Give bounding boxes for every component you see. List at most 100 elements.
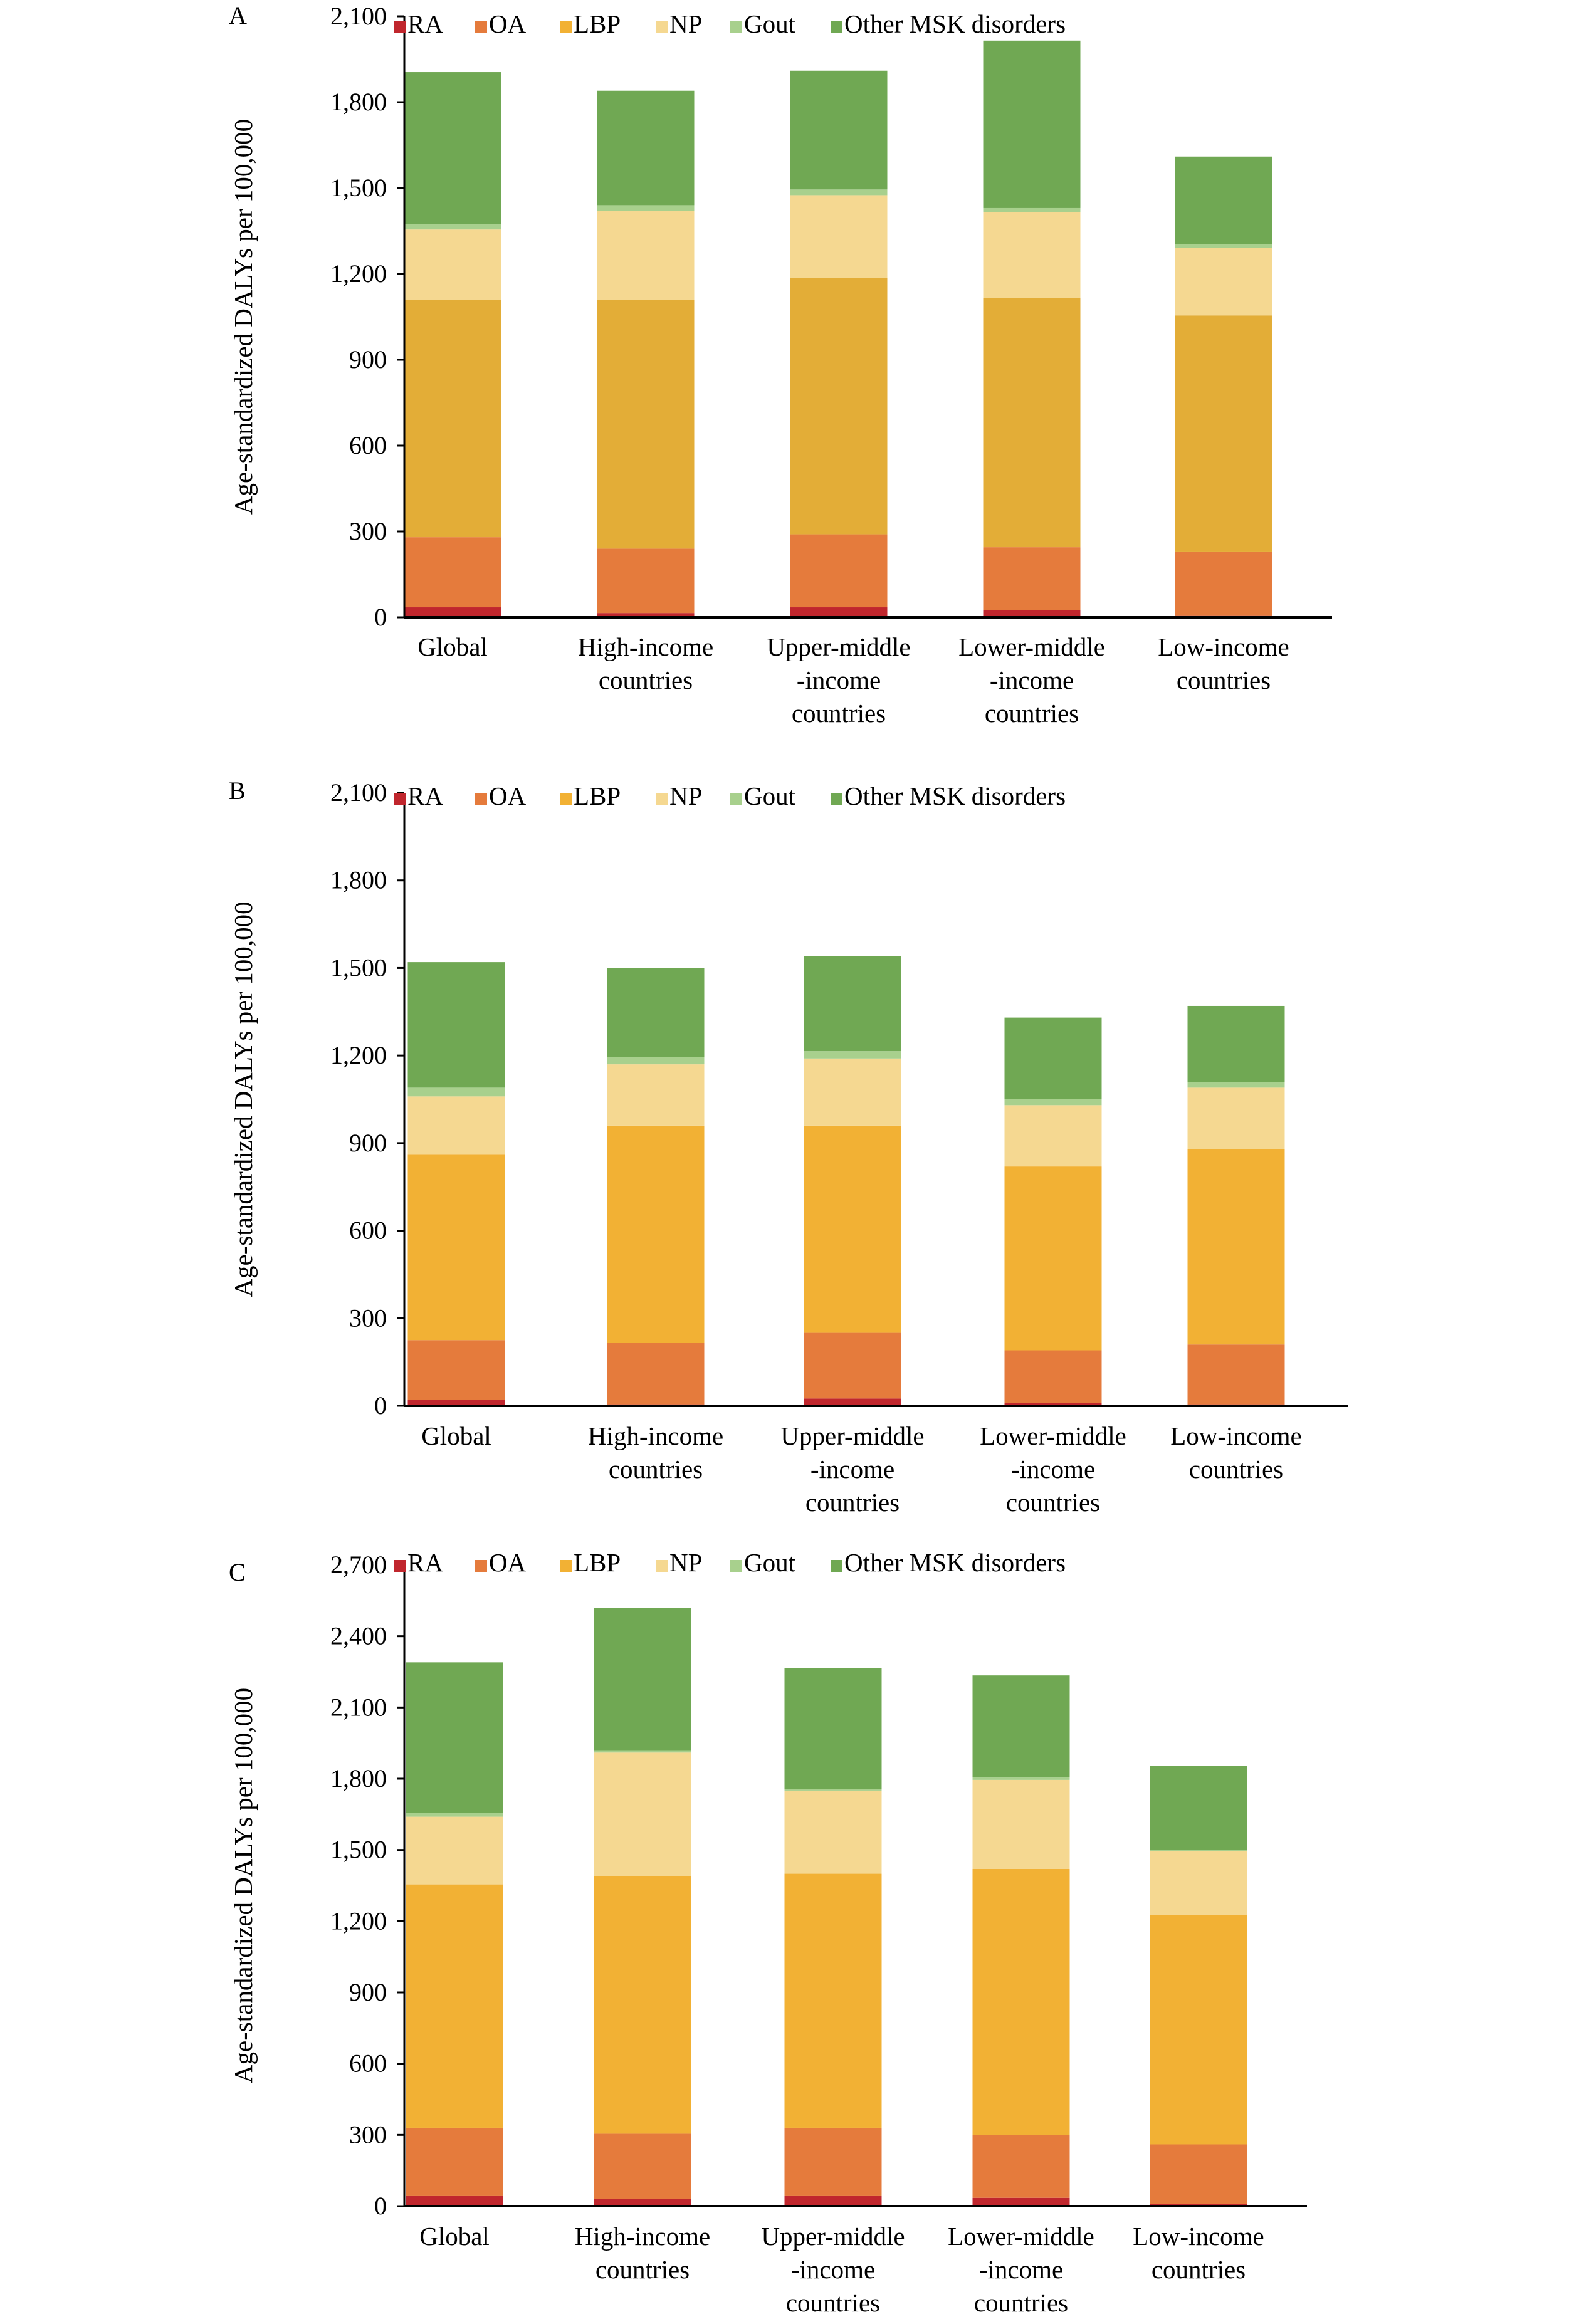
legend-label-gout: Gout <box>744 1548 796 1577</box>
legend-label-oa: OA <box>489 782 527 810</box>
x-tick-label: High-income countries <box>578 632 713 694</box>
bar-segment-gout <box>784 1789 882 1791</box>
legend-label-other: Other MSK disorders <box>844 9 1066 38</box>
y-tick-label: 300 <box>349 2120 387 2149</box>
legend-swatch-np <box>656 21 668 33</box>
legend-swatch-lbp <box>560 793 572 805</box>
legend-label-lbp: LBP <box>574 782 621 810</box>
bar-segment-lbp <box>972 1868 1070 2135</box>
bar-segment-np <box>1004 1105 1102 1167</box>
bar-segment-oa <box>1175 551 1272 616</box>
bar-segment-other-msk-disorders <box>972 1675 1070 1778</box>
legend-swatch-other <box>831 21 842 33</box>
bar-segment-lbp <box>1150 1915 1247 2145</box>
x-tick-label: High-income countries <box>588 1421 723 1484</box>
panel-b: B Age-standardized DALYs per 100,000 0 300 6… <box>229 777 1348 1517</box>
bar-segment-oa <box>804 1332 901 1399</box>
bar-segment-other-msk-disorders <box>983 40 1081 208</box>
legend-label-lbp: LBP <box>574 9 621 38</box>
bar-segment-oa <box>790 534 888 608</box>
bar-segment-gout <box>404 224 501 230</box>
y-tick-label: 600 <box>349 2049 387 2078</box>
bar-segment-lbp <box>784 1873 882 2128</box>
bar-segment-ra <box>597 613 695 617</box>
bar-segment-other-msk-disorders <box>804 956 901 1052</box>
bar-segment-np <box>972 1779 1070 1869</box>
legend-swatch-ra <box>394 793 406 805</box>
bar-segment-lbp <box>406 1884 503 2128</box>
legend-swatch-oa <box>475 1560 487 1572</box>
bar-segment-np <box>790 195 888 278</box>
bar-segment-gout <box>406 1813 503 1817</box>
bar-segment-np <box>804 1058 901 1126</box>
legend-label-other: Other MSK disorders <box>844 782 1066 810</box>
y-tick-label: 1,200 <box>330 1907 387 1935</box>
bar-segment-oa <box>784 2127 882 2196</box>
y-tick-label: 600 <box>349 1217 387 1245</box>
bar-segment-np <box>784 1790 882 1874</box>
legend-label-np: NP <box>669 1548 702 1577</box>
x-tick-label: Upper-middle -income countries <box>780 1421 924 1517</box>
y-tick-label: 300 <box>349 517 387 545</box>
y-tick-label: 900 <box>349 1978 387 2006</box>
bar-segment-gout <box>1150 1850 1247 1851</box>
bar-segment-np <box>594 1752 691 1876</box>
bar-segment-oa <box>407 1340 505 1400</box>
bar-segment-np <box>607 1064 705 1126</box>
legend-swatch-gout <box>730 793 742 805</box>
bar-segment-lbp <box>407 1154 505 1341</box>
bar-segment-np <box>407 1096 505 1155</box>
bar-segment-other-msk-disorders <box>784 1668 882 1790</box>
bar-segment-oa <box>607 1343 705 1405</box>
y-tick-label: 2,100 <box>330 778 387 807</box>
panel-letter: A <box>229 1 247 29</box>
y-tick-label: 1,800 <box>330 1764 387 1793</box>
bar-segment-ra <box>407 1400 505 1406</box>
bar-segment-ra <box>804 1398 901 1406</box>
bar-segment-lbp <box>597 300 695 549</box>
y-tick-label: 0 <box>374 2192 387 2220</box>
x-tick-label: Lower-middle -income countries <box>980 1421 1126 1517</box>
bar-segment-ra <box>406 2195 503 2206</box>
panel-letter: C <box>229 1558 246 1586</box>
x-tick-label: Global <box>419 2222 490 2251</box>
legend-label-np: NP <box>669 9 702 38</box>
bar-segment-lbp <box>983 298 1081 548</box>
bar-segment-oa <box>1150 2144 1247 2204</box>
bar-segment-np <box>597 211 695 300</box>
bar-segment-oa <box>1187 1344 1285 1405</box>
legend-label-ra: RA <box>407 1548 443 1577</box>
bar-segment-np <box>1187 1087 1285 1149</box>
bar-segment-oa <box>597 548 695 614</box>
legend-swatch-ra <box>394 21 406 33</box>
bar-segment-ra <box>404 607 501 617</box>
panel-letter: B <box>229 777 246 805</box>
bar-segment-ra <box>972 2197 1070 2206</box>
x-tick-label: Low-income countries <box>1158 632 1289 694</box>
bar-segment-other-msk-disorders <box>1004 1017 1102 1099</box>
legend-label-np: NP <box>669 782 702 810</box>
bar-segment-lbp <box>594 1876 691 2134</box>
bar-segment-gout <box>1175 244 1272 248</box>
legend-label-oa: OA <box>489 9 527 38</box>
x-tick-label: Global <box>421 1421 491 1450</box>
legend-swatch-lbp <box>560 21 572 33</box>
bar-segment-lbp <box>804 1125 901 1333</box>
y-tick-label: 2,700 <box>330 1551 387 1579</box>
bar-segment-lbp <box>404 300 501 538</box>
x-tick-label: Global <box>417 632 488 661</box>
bar-segment-lbp <box>790 278 888 535</box>
legend: RA OA LBP NP Gout Other MSK disorders <box>394 9 1066 38</box>
y-tick-label: 600 <box>349 431 387 459</box>
bar-segment-gout <box>594 1750 691 1753</box>
bar-segment-other-msk-disorders <box>1187 1005 1285 1082</box>
y-tick-label: 1,200 <box>330 1041 387 1069</box>
y-axis-title: Age-standardized DALYs per 100,000 <box>229 1688 258 2083</box>
y-tick-label: 300 <box>349 1304 387 1332</box>
bar-segment-other-msk-disorders <box>607 968 705 1057</box>
y-tick-label: 1,500 <box>330 174 387 202</box>
bar-segment-ra <box>790 607 888 617</box>
legend-swatch-lbp <box>560 1560 572 1572</box>
legend-label-gout: Gout <box>744 782 796 810</box>
y-tick-label: 900 <box>349 1129 387 1157</box>
